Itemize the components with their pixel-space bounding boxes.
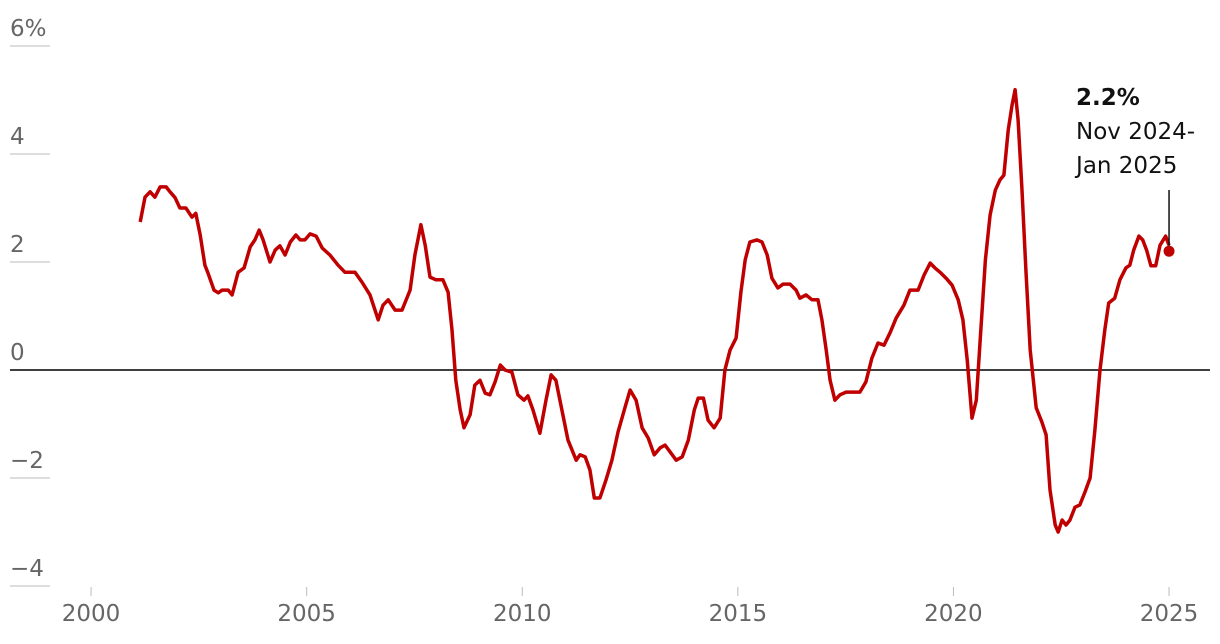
y-tick-label: 2 bbox=[10, 232, 25, 258]
annotation-text: Nov 2024- bbox=[1076, 119, 1195, 145]
y-tick-label: 0 bbox=[10, 340, 25, 366]
plot: 2.2% Nov 2024- Jan 2025 bbox=[138, 85, 1195, 534]
data-line bbox=[138, 87, 1171, 534]
annotation-dot bbox=[1163, 245, 1175, 257]
x-tick-label: 2025 bbox=[1140, 601, 1199, 627]
annotation-text: Jan 2025 bbox=[1074, 153, 1177, 179]
y-tick-label: −4 bbox=[10, 556, 44, 582]
x-tick-label: 2015 bbox=[709, 601, 768, 627]
y-tick-label: 6% bbox=[10, 16, 47, 42]
annotation-value: 2.2% bbox=[1076, 85, 1140, 111]
y-tick-label: −2 bbox=[10, 448, 44, 474]
x-tick-label: 2010 bbox=[493, 601, 552, 627]
x-tick-label: 2000 bbox=[62, 601, 121, 627]
x-tick-label: 2005 bbox=[277, 601, 336, 627]
x-tick-label: 2020 bbox=[924, 601, 983, 627]
grid: 6% 4 2 0 −2 −4 2000 2005 2010 2015 2020 2025 bbox=[10, 16, 1210, 627]
y-tick-label: 4 bbox=[10, 124, 25, 150]
